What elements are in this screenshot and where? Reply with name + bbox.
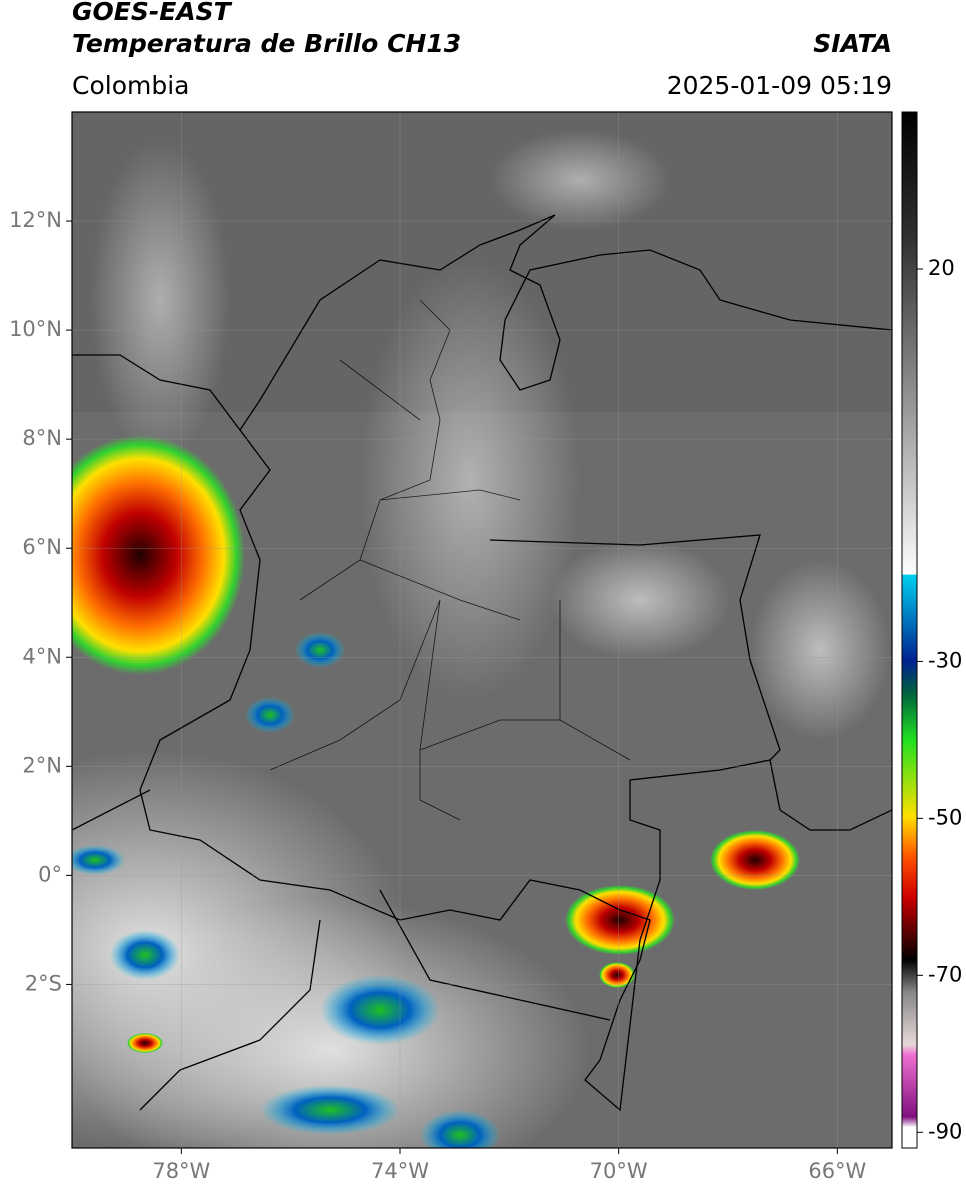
y-tick-label: 6°N (22, 535, 62, 559)
x-tick-label: 78°W (152, 1159, 210, 1183)
colorbar-tick-label: -70 (928, 962, 962, 986)
y-tick-label: 2°S (25, 971, 62, 995)
y-tick-label: 4°N (22, 644, 62, 668)
colorbar (901, 111, 918, 1149)
colorbar-tick-label: -90 (928, 1119, 962, 1143)
y-tick-label: 0° (38, 862, 62, 886)
x-tick-label: 74°W (371, 1159, 429, 1183)
y-tick-label: 12°N (9, 208, 62, 232)
datetime: 2025-01-09 05:19 (667, 71, 892, 100)
map-frame (71, 111, 893, 1149)
y-tick-label: 8°N (22, 426, 62, 450)
colorbar-tick-label: 20 (928, 256, 955, 280)
subtitle: Temperatura de Brillo CH13 (72, 29, 461, 58)
colorbar-tick-label: -30 (928, 648, 962, 672)
y-tick-label: 2°N (22, 753, 62, 777)
x-tick-label: 66°W (808, 1159, 866, 1183)
region: Colombia (72, 71, 189, 100)
colorbar-tick-label: -50 (928, 805, 962, 829)
x-tick-label: 70°W (590, 1159, 648, 1183)
y-tick-label: 10°N (9, 317, 62, 341)
source: SIATA (813, 29, 892, 58)
satellite-image (72, 112, 892, 1148)
title: GOES-EAST (72, 0, 233, 26)
